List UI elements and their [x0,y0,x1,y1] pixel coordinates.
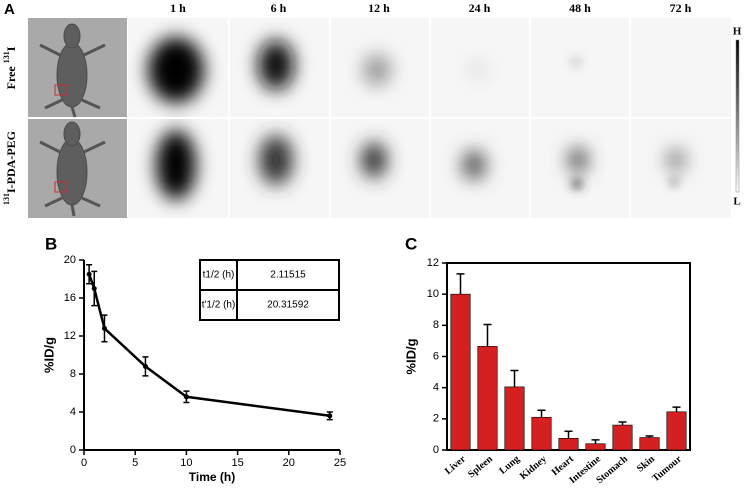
bar [666,411,687,451]
y-tick-label: 2 [433,413,439,425]
y-tick-label: 20 [64,254,76,266]
error-bar [564,430,573,439]
label-text: I-PDA-PEG [4,131,18,193]
superscript: 131 [2,51,11,63]
table-cell [236,289,340,321]
y-tick-label: 16 [64,292,76,304]
y-axis-label: %ID/g [41,337,56,373]
error-bar [591,439,600,444]
y-tick-label: 12 [64,330,76,342]
x-tick-label: Tumour [650,453,684,484]
y-tick-label: 8 [70,368,76,380]
error-bar [618,421,627,426]
mouse-photos [28,18,127,218]
bar [585,443,606,451]
table-cell [199,259,238,291]
line [87,273,330,418]
label-text: I [4,46,18,51]
point [101,325,107,331]
spect-images [128,18,731,218]
y-tick-label: 10 [427,288,439,300]
error-bar [672,406,681,412]
table-cell [199,289,238,321]
bar [504,386,525,451]
y-axis-label: %ID/g [403,338,418,374]
row-label: 131I-PDA-PEG [2,131,17,205]
time-label: 12 h [368,1,390,15]
error-bar [537,409,546,418]
table-text: t'1/2 (h) [202,300,236,311]
bar [639,437,660,451]
row-label: Free 131I [2,46,17,89]
time-label: 48 h [569,1,591,15]
error-bar [510,369,519,387]
scale-low: L [733,196,740,208]
y-tick-label: 12 [427,257,439,269]
table-text: 2.11515 [270,270,306,281]
label-text: Free [4,63,18,89]
x-tick-label: 10 [180,457,192,469]
x-tick-label: 0 [81,457,87,469]
bar [531,416,552,451]
x-tick-label: 25 [334,457,346,469]
x-tick-label: 15 [231,457,243,469]
panel-label: B [45,234,57,253]
time-label: 24 h [469,1,491,15]
y-tick-label: 0 [70,444,76,456]
point [183,394,189,400]
y-tick-label: 4 [433,382,439,394]
bar [477,346,498,451]
colorbar [735,39,740,193]
time-label: 6 h [271,1,287,15]
scale-high: H [733,26,742,38]
y-tick-label: 8 [433,319,439,331]
panel-label: A [4,1,15,18]
point [142,363,148,369]
y-tick-label: 4 [70,406,76,418]
point [86,271,92,277]
x-tick-label: 5 [132,457,138,469]
error-bar [483,323,492,347]
y-tick-label: 0 [433,444,439,456]
x-axis-label: Time (h) [189,470,235,484]
y-tick-label: 6 [433,350,439,362]
table-text: t1/2 (h) [203,270,235,281]
x-tick-label: Spleen [466,453,495,480]
time-label: 1 h [170,1,186,15]
time-label: 72 h [670,1,692,15]
bar [558,438,579,451]
x-tick-label: Kidney [518,454,549,482]
superscript: 131 [2,193,11,205]
error-bar [456,273,465,295]
bar [450,293,471,451]
point [327,413,333,419]
bar [612,424,633,451]
table-text: 20.31592 [267,300,309,311]
x-tick-label: Skin [635,453,657,474]
x-tick-label: 20 [283,457,295,469]
point [91,286,97,291]
x-tick-label: Liver [443,453,468,477]
panel-label: C [405,234,417,253]
